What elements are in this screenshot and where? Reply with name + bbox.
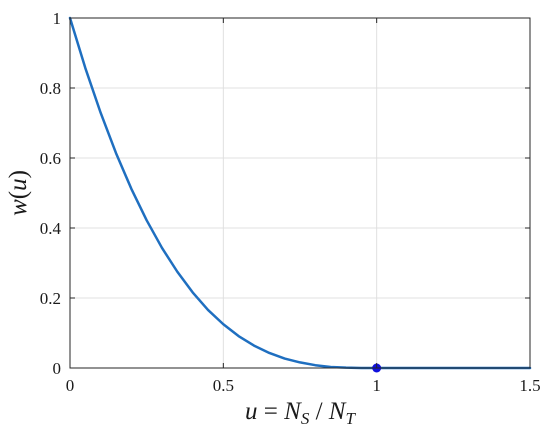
x-tick-label: 1 — [372, 376, 381, 395]
x-tick-label: 0.5 — [213, 376, 234, 395]
tick-labels: 0 0.5 1 1.5 0 0.2 0.4 0.6 0.8 1 — [40, 9, 541, 395]
tick-marks — [69, 17, 531, 369]
x-axis-label: u = NS / NT — [245, 398, 356, 428]
y-tick-label: 0.8 — [40, 79, 61, 98]
x-tick-label: 1.5 — [519, 376, 540, 395]
plot-frame — [69, 17, 531, 369]
x-tick-label: 0 — [66, 376, 75, 395]
plot-background — [70, 18, 530, 368]
y-tick-label: 0 — [53, 359, 62, 378]
y-tick-label: 0.6 — [40, 149, 61, 168]
y-axis-label: w(u) — [5, 170, 32, 216]
y-tick-label: 1 — [53, 9, 62, 28]
y-tick-label: 0.4 — [40, 219, 62, 238]
grid — [70, 18, 530, 368]
y-tick-label: 0.2 — [40, 289, 61, 308]
